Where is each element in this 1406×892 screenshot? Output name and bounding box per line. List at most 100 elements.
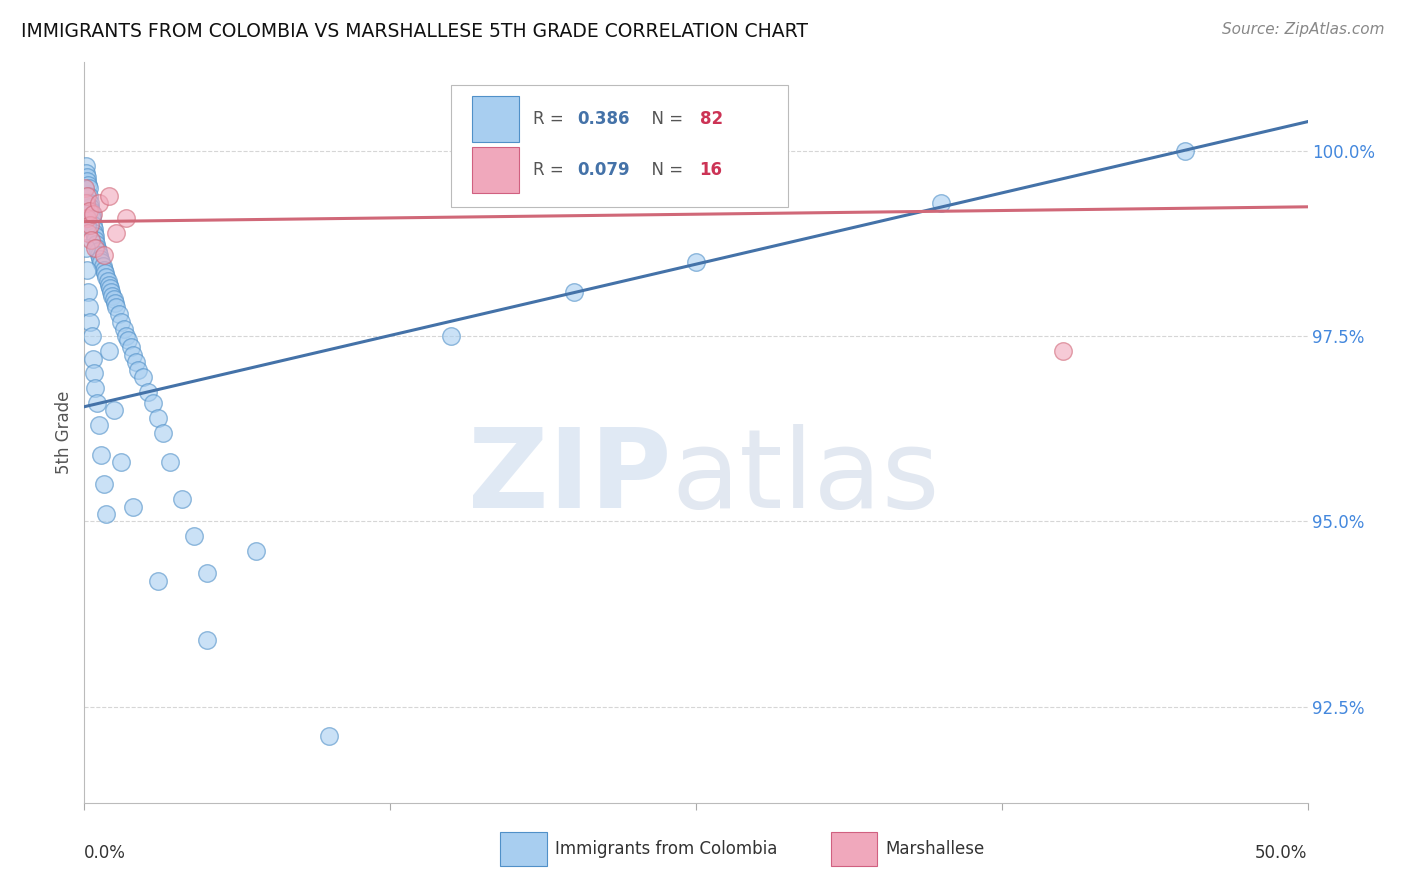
- Point: [105, 226, 128, 240]
- Point: [77, 178, 100, 192]
- Point: [97, 274, 120, 288]
- Point: [146, 410, 169, 425]
- Bar: [501, 832, 547, 866]
- Point: [125, 355, 148, 369]
- Point: [75, 196, 97, 211]
- Text: IMMIGRANTS FROM COLOMBIA VS MARSHALLESE 5TH GRADE CORRELATION CHART: IMMIGRANTS FROM COLOMBIA VS MARSHALLESE …: [21, 22, 808, 41]
- Point: [96, 507, 118, 521]
- Point: [86, 241, 108, 255]
- Text: 0.079: 0.079: [578, 161, 630, 178]
- Point: [79, 219, 101, 233]
- Point: [76, 188, 98, 202]
- Point: [75, 241, 97, 255]
- Point: [96, 270, 118, 285]
- Point: [142, 396, 165, 410]
- Bar: [472, 147, 519, 193]
- Point: [103, 403, 125, 417]
- Point: [90, 255, 112, 269]
- Point: [440, 329, 463, 343]
- Text: ZIP: ZIP: [468, 424, 672, 531]
- Point: [183, 529, 205, 543]
- Point: [136, 384, 159, 399]
- Point: [83, 222, 105, 236]
- Point: [84, 241, 107, 255]
- Text: 16: 16: [700, 161, 723, 178]
- Point: [152, 425, 174, 440]
- Text: 50.0%: 50.0%: [1256, 844, 1308, 862]
- Point: [117, 333, 139, 347]
- Point: [76, 170, 98, 185]
- Point: [100, 285, 122, 299]
- Point: [122, 500, 145, 514]
- Point: [127, 362, 149, 376]
- Point: [562, 285, 585, 299]
- Point: [76, 174, 98, 188]
- Text: R =: R =: [533, 161, 569, 178]
- Point: [77, 300, 100, 314]
- Bar: [831, 832, 877, 866]
- Point: [77, 188, 100, 202]
- Point: [93, 248, 115, 262]
- Point: [79, 196, 101, 211]
- Point: [159, 455, 181, 469]
- Point: [1052, 344, 1074, 359]
- Point: [97, 344, 120, 359]
- Point: [122, 348, 145, 362]
- Point: [84, 233, 107, 247]
- Point: [75, 181, 97, 195]
- Point: [80, 329, 103, 343]
- Point: [89, 252, 111, 266]
- Point: [104, 296, 127, 310]
- Point: [1174, 145, 1197, 159]
- Point: [132, 370, 155, 384]
- Text: N =: N =: [641, 111, 689, 128]
- Point: [87, 418, 110, 433]
- Text: Immigrants from Colombia: Immigrants from Colombia: [555, 840, 778, 858]
- Point: [112, 322, 135, 336]
- Point: [84, 381, 107, 395]
- Point: [195, 632, 218, 647]
- Text: 0.0%: 0.0%: [84, 844, 127, 862]
- Text: N =: N =: [641, 161, 689, 178]
- Point: [87, 196, 110, 211]
- Point: [98, 281, 121, 295]
- Point: [172, 492, 194, 507]
- Y-axis label: 5th Grade: 5th Grade: [55, 391, 73, 475]
- Text: Source: ZipAtlas.com: Source: ZipAtlas.com: [1222, 22, 1385, 37]
- Point: [80, 233, 103, 247]
- Text: Marshallese: Marshallese: [886, 840, 984, 858]
- Point: [103, 293, 125, 307]
- Point: [87, 244, 110, 259]
- Point: [83, 367, 105, 381]
- Point: [76, 219, 98, 233]
- Point: [685, 255, 707, 269]
- Bar: [472, 96, 519, 143]
- Point: [101, 288, 124, 302]
- Text: atlas: atlas: [672, 424, 941, 531]
- Point: [90, 448, 112, 462]
- Point: [97, 188, 120, 202]
- Point: [75, 167, 97, 181]
- Point: [110, 455, 132, 469]
- Point: [76, 262, 98, 277]
- Point: [93, 477, 115, 491]
- Point: [76, 211, 98, 225]
- Point: [77, 203, 100, 218]
- FancyBboxPatch shape: [451, 85, 787, 207]
- Point: [77, 285, 100, 299]
- Point: [77, 226, 100, 240]
- Point: [120, 341, 142, 355]
- Point: [245, 544, 267, 558]
- Point: [77, 181, 100, 195]
- Point: [146, 574, 169, 588]
- Point: [110, 315, 132, 329]
- Point: [115, 211, 138, 225]
- Point: [84, 236, 107, 251]
- Point: [75, 159, 97, 173]
- Text: R =: R =: [533, 111, 569, 128]
- Point: [79, 200, 101, 214]
- Point: [94, 267, 117, 281]
- Point: [80, 203, 103, 218]
- Point: [105, 300, 128, 314]
- Point: [93, 262, 115, 277]
